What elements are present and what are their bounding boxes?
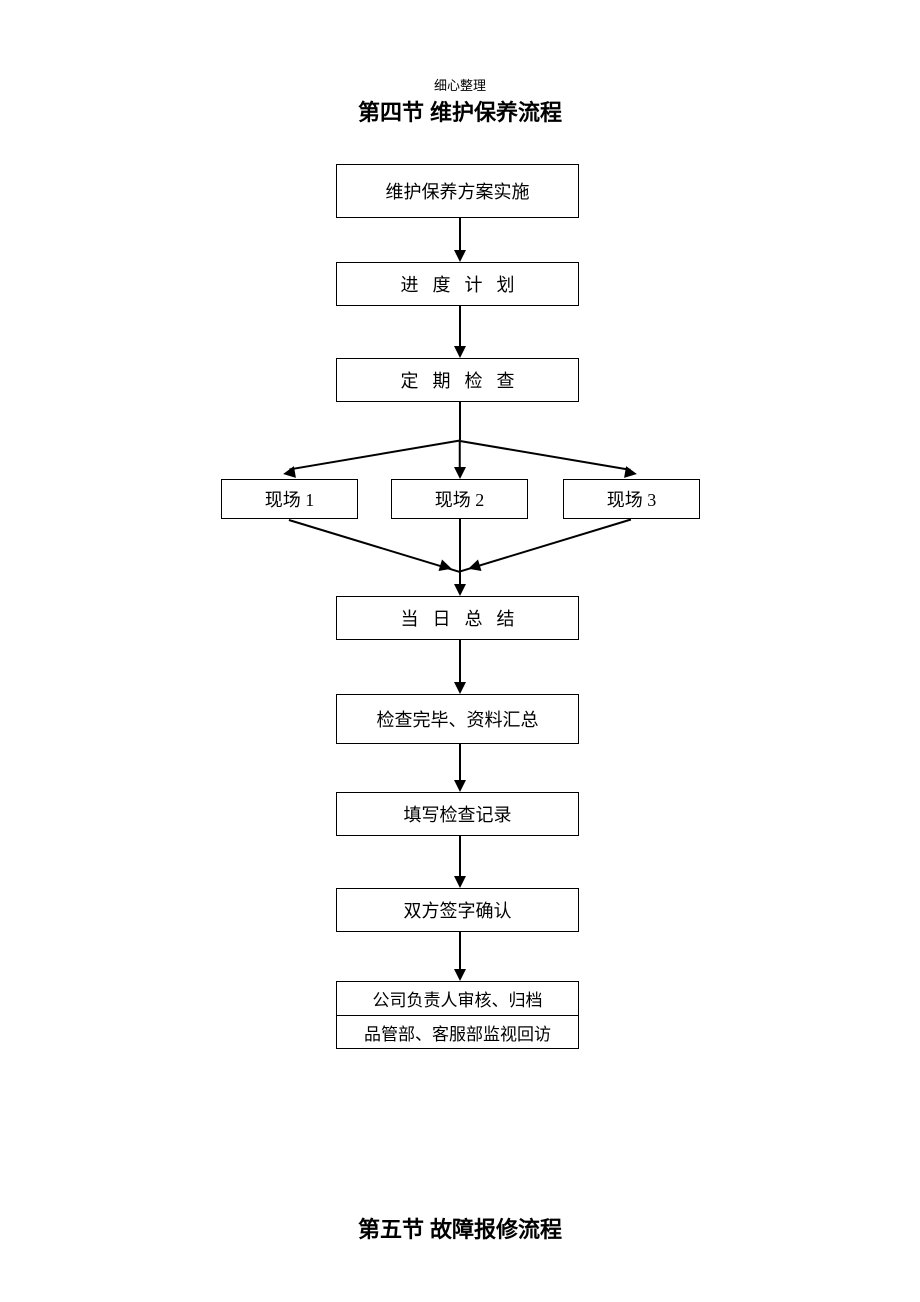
- arrow-line: [459, 402, 461, 440]
- arrow-line: [289, 519, 460, 572]
- arrow-line: [459, 218, 461, 252]
- arrow-head-icon: [454, 780, 466, 792]
- flow-node-n2: 进度计划: [336, 262, 579, 306]
- flow-node-n11: 公司负责人审核、归档品管部、客服部监视回访: [336, 981, 579, 1049]
- arrow-line: [460, 519, 631, 572]
- flow-node-n8: 检查完毕、资料汇总: [336, 694, 579, 744]
- arrow-line: [459, 441, 461, 470]
- flow-node-n4: 现场 1: [221, 479, 358, 519]
- arrow-head-icon: [624, 466, 638, 480]
- arrow-line: [459, 519, 461, 586]
- flow-node-n6: 现场 3: [563, 479, 700, 519]
- arrow-line: [459, 932, 461, 971]
- section5-title: 第五节 故障报修流程: [0, 1212, 920, 1244]
- arrow-head-icon: [454, 250, 466, 262]
- flow-node-row: 公司负责人审核、归档: [337, 982, 578, 1015]
- flow-node-n7: 当日总结: [336, 596, 579, 640]
- flow-node-n3: 定期检查: [336, 358, 579, 402]
- flow-node-n10: 双方签字确认: [336, 888, 579, 932]
- arrow-line: [289, 440, 460, 470]
- header-note: 细心整理: [0, 75, 920, 94]
- arrow-head-icon: [454, 584, 466, 596]
- flow-node-row: 品管部、客服部监视回访: [337, 1015, 578, 1048]
- arrow-head-icon: [466, 559, 481, 574]
- arrow-line: [459, 836, 461, 878]
- arrow-line: [460, 440, 631, 470]
- arrow-head-icon: [454, 682, 466, 694]
- arrow-head-icon: [454, 876, 466, 888]
- section4-title: 第四节 维护保养流程: [0, 95, 920, 127]
- arrow-head-icon: [439, 559, 454, 574]
- arrow-line: [459, 744, 461, 782]
- flow-node-n5: 现场 2: [391, 479, 528, 519]
- arrow-line: [459, 640, 461, 684]
- flow-node-n9: 填写检查记录: [336, 792, 579, 836]
- arrow-line: [459, 306, 461, 348]
- arrow-head-icon: [454, 467, 466, 479]
- flow-node-n1: 维护保养方案实施: [336, 164, 579, 218]
- arrow-head-icon: [454, 346, 466, 358]
- arrow-head-icon: [282, 466, 296, 480]
- arrow-head-icon: [454, 969, 466, 981]
